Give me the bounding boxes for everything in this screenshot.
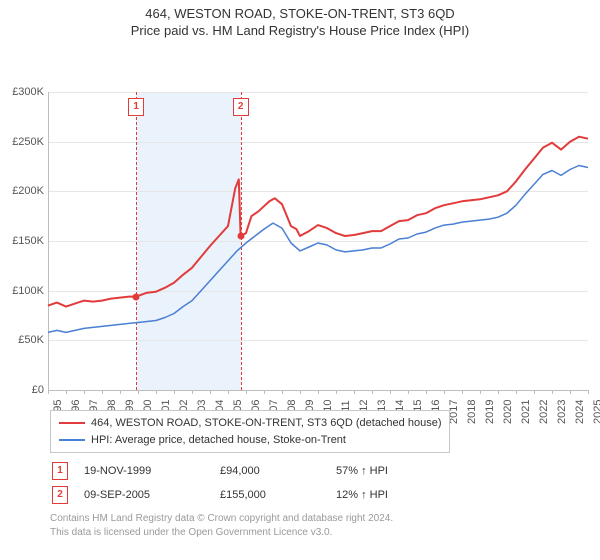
event-delta: 57% ↑ HPI bbox=[336, 460, 402, 482]
table-row: 1 19-NOV-1999£94,00057% ↑ HPI bbox=[52, 460, 402, 482]
x-axis-label: 2023 bbox=[556, 400, 568, 424]
footer-line-2: This data is licensed under the Open Gov… bbox=[50, 526, 393, 540]
event-price: £155,000 bbox=[220, 484, 334, 506]
chart-subtitle: Price paid vs. HM Land Registry's House … bbox=[0, 21, 600, 42]
legend-item: HPI: Average price, detached house, Stok… bbox=[59, 432, 441, 449]
x-axis-label: 2024 bbox=[574, 400, 586, 424]
x-axis-label: 2020 bbox=[502, 400, 514, 424]
footer-text: Contains HM Land Registry data © Crown c… bbox=[50, 512, 393, 539]
legend-label: HPI: Average price, detached house, Stok… bbox=[91, 434, 346, 446]
chart-title: 464, WESTON ROAD, STOKE-ON-TRENT, ST3 6Q… bbox=[0, 0, 600, 21]
footer-line-1: Contains HM Land Registry data © Crown c… bbox=[50, 512, 393, 526]
event-marker-box: 1 bbox=[52, 462, 68, 480]
legend-swatch bbox=[59, 422, 85, 424]
event-date: 19-NOV-1999 bbox=[84, 460, 218, 482]
legend-label: 464, WESTON ROAD, STOKE-ON-TRENT, ST3 6Q… bbox=[91, 417, 441, 429]
x-axis-label: 2021 bbox=[520, 400, 532, 424]
x-axis-label: 2022 bbox=[538, 400, 550, 424]
x-axis-label: 2019 bbox=[484, 400, 496, 424]
event-delta: 12% ↑ HPI bbox=[336, 484, 402, 506]
table-row: 2 09-SEP-2005£155,00012% ↑ HPI bbox=[52, 484, 402, 506]
event-price: £94,000 bbox=[220, 460, 334, 482]
series-price_paid bbox=[48, 137, 588, 307]
x-axis-label: 2025 bbox=[592, 400, 600, 424]
series-svg bbox=[0, 42, 598, 400]
legend-swatch bbox=[59, 439, 85, 441]
legend-item: 464, WESTON ROAD, STOKE-ON-TRENT, ST3 6Q… bbox=[59, 415, 441, 432]
event-date: 09-SEP-2005 bbox=[84, 484, 218, 506]
events-table: 1 19-NOV-1999£94,00057% ↑ HPI 2 09-SEP-2005… bbox=[50, 458, 404, 508]
legend: 464, WESTON ROAD, STOKE-ON-TRENT, ST3 6Q… bbox=[50, 410, 450, 453]
event-marker-box: 2 bbox=[52, 486, 68, 504]
chart-area: £0£50K£100K£150K£200K£250K£300K199519961… bbox=[0, 42, 600, 392]
x-axis-label: 2018 bbox=[466, 400, 478, 424]
